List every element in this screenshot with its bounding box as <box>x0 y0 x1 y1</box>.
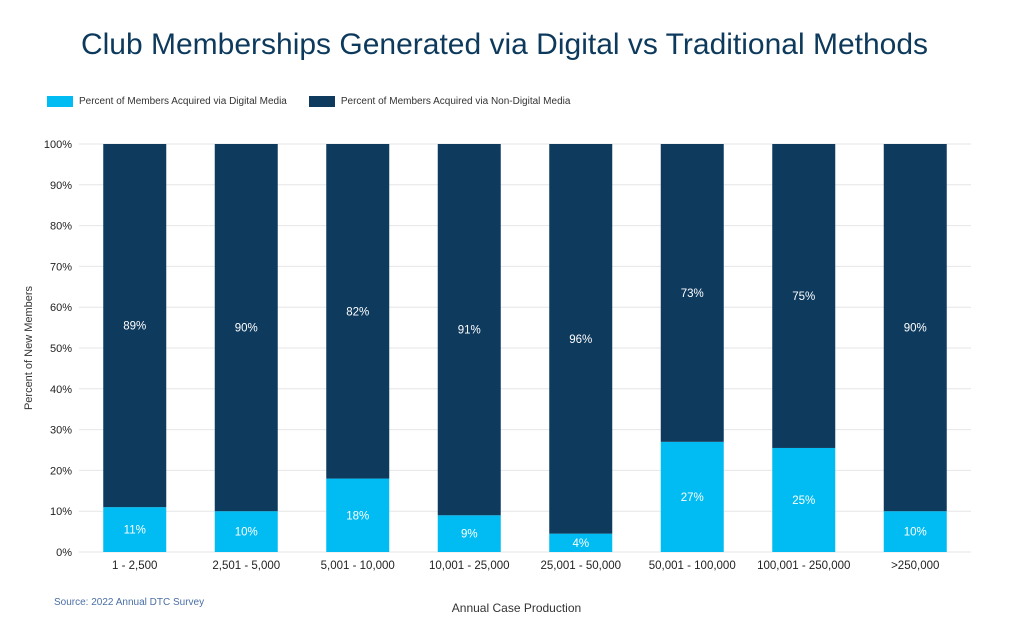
y-tick-label: 50% <box>50 343 72 355</box>
x-tick-label: >250,000 <box>891 560 939 572</box>
bar-digital <box>772 447 836 552</box>
data-label-non-digital: 89% <box>123 321 146 333</box>
bar-non-digital <box>883 144 947 512</box>
y-tick-label: 80% <box>50 221 72 233</box>
legend-swatch-digital <box>47 96 73 107</box>
data-label-non-digital: 82% <box>346 306 369 318</box>
data-label-non-digital: 90% <box>904 323 927 335</box>
y-tick-label: 30% <box>50 425 72 437</box>
y-tick-label: 40% <box>50 384 72 396</box>
legend-label-non-digital: Percent of Members Acquired via Non-Digi… <box>340 96 571 107</box>
x-tick-label: 25,001 - 50,000 <box>540 560 621 572</box>
bar-digital <box>326 478 390 552</box>
data-label-digital: 9% <box>461 529 478 541</box>
bar-non-digital <box>214 144 278 512</box>
data-label-digital: 10% <box>235 527 258 539</box>
data-label-non-digital: 73% <box>681 288 704 300</box>
bar-digital <box>437 515 501 552</box>
x-tick-label: 10,001 - 25,000 <box>429 560 510 572</box>
legend-swatch-non-digital <box>308 96 335 107</box>
bar-non-digital <box>772 144 836 448</box>
bar-digital <box>660 441 724 552</box>
bar-non-digital <box>660 144 724 442</box>
data-label-non-digital: 91% <box>458 325 481 337</box>
y-tick-label: 0% <box>56 547 72 559</box>
bar-non-digital <box>103 144 167 508</box>
legend-label-digital: Percent of Members Acquired via Digital … <box>79 96 287 107</box>
bar-non-digital <box>326 144 390 479</box>
bar-digital <box>214 511 278 552</box>
data-label-non-digital: 96% <box>569 334 592 346</box>
x-tick-label: 5,001 - 10,000 <box>321 560 395 572</box>
legend: Percent of Members Acquired via Digital … <box>47 96 570 107</box>
legend-item-digital: Percent of Members Acquired via Digital … <box>47 96 287 107</box>
x-tick-label: 1 - 2,500 <box>112 560 157 572</box>
bar-digital <box>883 511 947 552</box>
chart-title: Club Memberships Generated via Digital v… <box>80 28 929 61</box>
x-tick-label: 2,501 - 5,000 <box>212 560 280 572</box>
y-tick-label: 90% <box>50 180 72 192</box>
source-note: Source: 2022 Annual DTC Survey <box>54 597 205 608</box>
y-tick-label: 20% <box>50 465 72 477</box>
legend-item-non-digital: Percent of Members Acquired via Non-Digi… <box>308 96 571 107</box>
data-label-digital: 11% <box>124 525 146 537</box>
bar-non-digital <box>549 144 613 534</box>
bar-digital <box>103 507 167 552</box>
y-tick-label: 100% <box>44 139 72 151</box>
x-tick-label: 50,001 - 100,000 <box>649 560 736 572</box>
y-tick-label: 60% <box>50 302 72 314</box>
data-label-digital: 10% <box>904 527 927 539</box>
data-label-digital: 4% <box>572 538 589 550</box>
data-label-non-digital: 90% <box>235 323 258 335</box>
y-tick-label: 10% <box>50 506 72 518</box>
x-tick-label: 100,001 - 250,000 <box>757 560 850 572</box>
data-label-non-digital: 75% <box>792 291 815 303</box>
x-axis-label: Annual Case Production <box>451 601 582 615</box>
bar-digital <box>549 533 613 552</box>
data-label-digital: 25% <box>792 495 815 507</box>
y-tick-label: 70% <box>50 261 72 273</box>
data-label-digital: 18% <box>346 510 369 522</box>
bar-non-digital <box>437 144 501 516</box>
data-label-digital: 27% <box>681 492 704 504</box>
